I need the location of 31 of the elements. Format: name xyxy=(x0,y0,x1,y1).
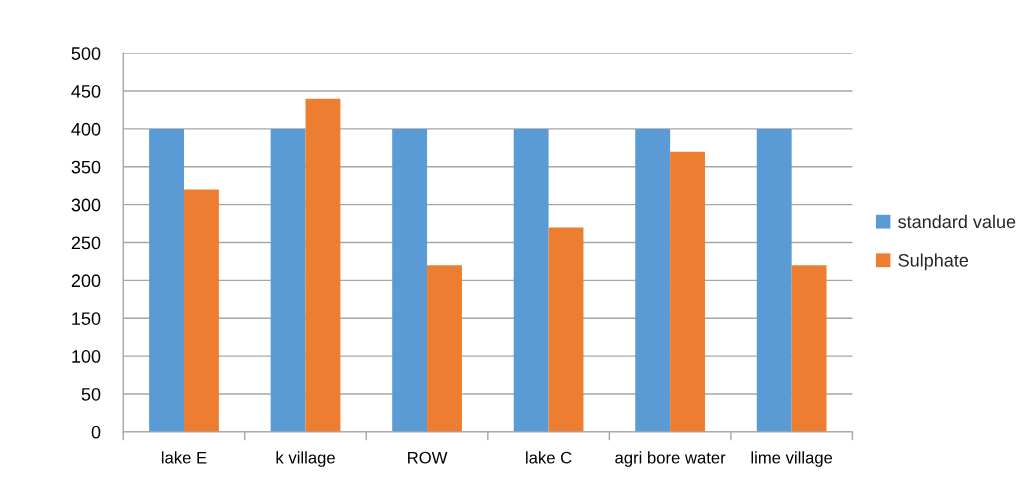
x-tick-label: lake E xyxy=(161,451,207,464)
y-tick-label: 0 xyxy=(91,425,101,439)
bar xyxy=(149,128,184,432)
y-tick-label: 200 xyxy=(71,274,101,288)
x-tick-label: k village xyxy=(276,451,335,467)
bar xyxy=(184,189,219,432)
x-tick-label: lake C xyxy=(526,451,572,464)
y-tick-label: 400 xyxy=(71,122,101,136)
y-tick-label: 150 xyxy=(72,312,101,325)
bar xyxy=(270,128,306,432)
y-tick-label: 50 xyxy=(81,387,101,401)
x-tick-label: lime village xyxy=(751,451,833,467)
y-tick-label: 450 xyxy=(71,85,101,98)
y-tick-label: 250 xyxy=(71,236,101,250)
bar xyxy=(427,265,462,432)
x-tick-label: agri bore water xyxy=(615,451,726,467)
y-tick-label: 300 xyxy=(71,198,101,212)
bar xyxy=(635,128,671,432)
bar xyxy=(791,265,827,432)
bar xyxy=(670,151,705,432)
bar xyxy=(392,128,428,432)
y-tick-label: 100 xyxy=(72,350,101,363)
legend-label: standard value xyxy=(898,214,1016,229)
legend-label: Sulphate xyxy=(898,253,969,271)
y-tick-label: 500 xyxy=(71,47,101,60)
bar xyxy=(756,128,792,432)
x-tick-label: ROW xyxy=(408,451,448,464)
y-tick-label: 350 xyxy=(71,160,101,174)
bar xyxy=(305,98,341,432)
bar xyxy=(548,227,584,432)
bar xyxy=(513,128,549,432)
